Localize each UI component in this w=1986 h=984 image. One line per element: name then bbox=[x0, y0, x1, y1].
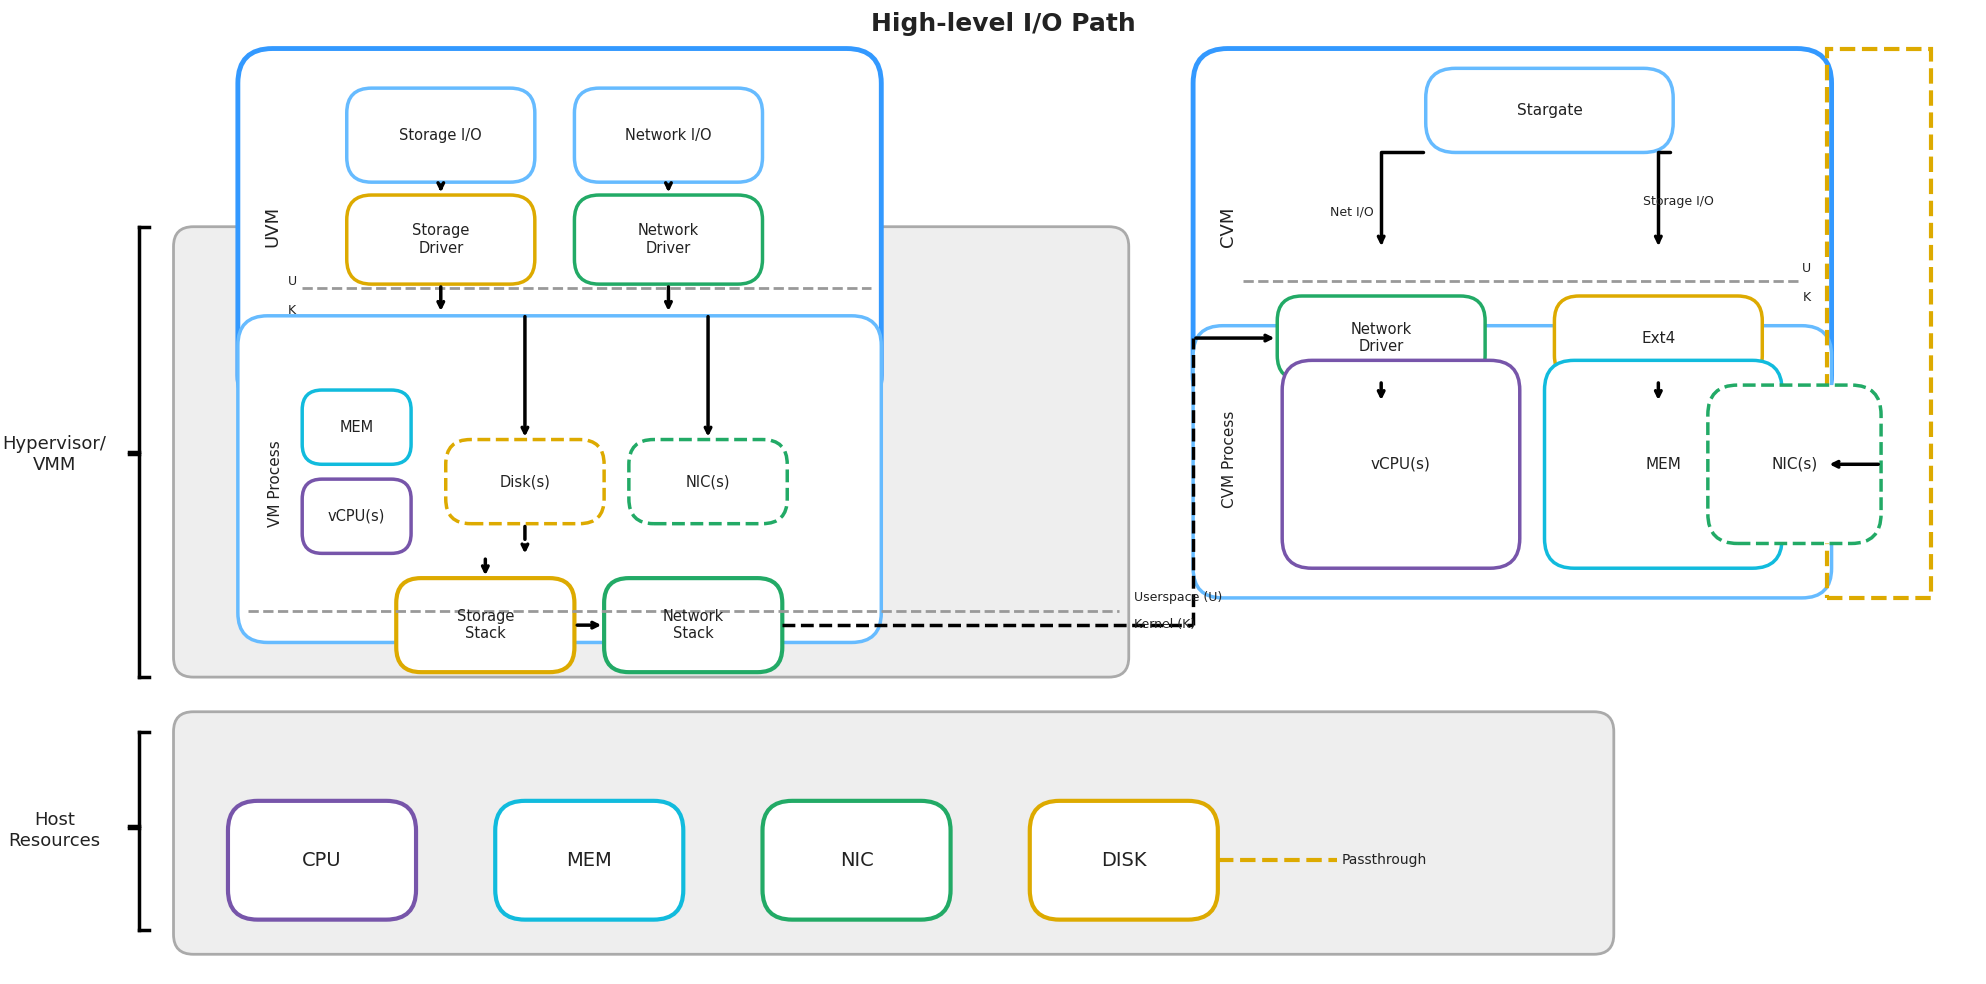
FancyBboxPatch shape bbox=[348, 89, 534, 182]
Text: Network
Driver: Network Driver bbox=[638, 223, 699, 256]
Text: Hypervisor/
VMM: Hypervisor/ VMM bbox=[2, 435, 107, 473]
FancyBboxPatch shape bbox=[495, 801, 683, 920]
Text: Storage I/O: Storage I/O bbox=[1642, 196, 1714, 209]
Text: VM Process: VM Process bbox=[268, 441, 282, 527]
FancyBboxPatch shape bbox=[604, 579, 782, 672]
FancyBboxPatch shape bbox=[1555, 296, 1762, 380]
Text: High-level I/O Path: High-level I/O Path bbox=[870, 12, 1136, 35]
FancyBboxPatch shape bbox=[1277, 296, 1486, 380]
Text: U: U bbox=[1801, 262, 1811, 275]
FancyBboxPatch shape bbox=[574, 195, 763, 284]
Text: CVM: CVM bbox=[1219, 207, 1237, 247]
Text: DISK: DISK bbox=[1100, 851, 1146, 870]
Text: K: K bbox=[1803, 291, 1811, 304]
Text: Stargate: Stargate bbox=[1517, 103, 1583, 118]
FancyBboxPatch shape bbox=[763, 801, 951, 920]
Text: Ext4: Ext4 bbox=[1640, 331, 1676, 345]
FancyBboxPatch shape bbox=[574, 89, 763, 182]
FancyBboxPatch shape bbox=[1545, 360, 1781, 568]
Text: MEM: MEM bbox=[566, 851, 612, 870]
FancyBboxPatch shape bbox=[238, 48, 882, 410]
Text: NIC(s): NIC(s) bbox=[1772, 457, 1817, 471]
FancyBboxPatch shape bbox=[348, 195, 534, 284]
Text: Storage
Stack: Storage Stack bbox=[457, 609, 514, 642]
Text: CPU: CPU bbox=[302, 851, 342, 870]
Text: Storage I/O: Storage I/O bbox=[399, 128, 483, 143]
Text: Passthrough: Passthrough bbox=[1343, 853, 1426, 867]
Text: vCPU(s): vCPU(s) bbox=[328, 509, 385, 523]
FancyBboxPatch shape bbox=[1031, 801, 1217, 920]
FancyBboxPatch shape bbox=[1194, 326, 1831, 598]
Text: Kernel (K): Kernel (K) bbox=[1134, 618, 1196, 631]
Text: U: U bbox=[288, 275, 296, 287]
Text: CVM Process: CVM Process bbox=[1221, 410, 1237, 508]
Text: Storage
Driver: Storage Driver bbox=[413, 223, 469, 256]
FancyBboxPatch shape bbox=[1194, 48, 1831, 410]
Text: Network
Stack: Network Stack bbox=[663, 609, 723, 642]
Text: NIC(s): NIC(s) bbox=[685, 474, 731, 489]
FancyBboxPatch shape bbox=[1708, 385, 1881, 543]
FancyBboxPatch shape bbox=[238, 316, 882, 643]
Text: Network
Driver: Network Driver bbox=[1350, 322, 1412, 354]
FancyBboxPatch shape bbox=[445, 440, 604, 523]
Text: vCPU(s): vCPU(s) bbox=[1370, 457, 1432, 471]
FancyBboxPatch shape bbox=[173, 226, 1128, 677]
FancyBboxPatch shape bbox=[397, 579, 574, 672]
FancyBboxPatch shape bbox=[1426, 68, 1672, 153]
Text: Network I/O: Network I/O bbox=[626, 128, 711, 143]
Text: Disk(s): Disk(s) bbox=[500, 474, 550, 489]
FancyBboxPatch shape bbox=[302, 479, 411, 553]
Text: NIC: NIC bbox=[840, 851, 874, 870]
Text: UVM: UVM bbox=[264, 206, 282, 247]
Text: K: K bbox=[288, 304, 296, 318]
FancyBboxPatch shape bbox=[1283, 360, 1519, 568]
Text: Userspace (U): Userspace (U) bbox=[1134, 591, 1221, 604]
FancyBboxPatch shape bbox=[302, 390, 411, 464]
FancyBboxPatch shape bbox=[630, 440, 786, 523]
FancyBboxPatch shape bbox=[173, 711, 1615, 954]
Text: Net I/O: Net I/O bbox=[1329, 206, 1374, 218]
Text: MEM: MEM bbox=[1644, 457, 1682, 471]
FancyBboxPatch shape bbox=[228, 801, 415, 920]
Text: Host
Resources: Host Resources bbox=[8, 811, 101, 850]
Text: MEM: MEM bbox=[340, 419, 373, 435]
